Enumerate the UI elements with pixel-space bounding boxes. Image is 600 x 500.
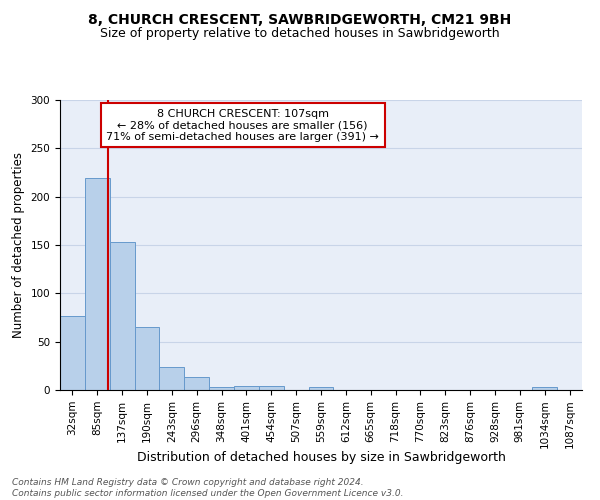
Text: 8 CHURCH CRESCENT: 107sqm
← 28% of detached houses are smaller (156)
71% of semi: 8 CHURCH CRESCENT: 107sqm ← 28% of detac… xyxy=(106,108,379,142)
Y-axis label: Number of detached properties: Number of detached properties xyxy=(12,152,25,338)
Bar xyxy=(234,386,259,390)
Text: Size of property relative to detached houses in Sawbridgeworth: Size of property relative to detached ho… xyxy=(100,28,500,40)
Bar xyxy=(184,378,209,390)
Text: 8, CHURCH CRESCENT, SAWBRIDGEWORTH, CM21 9BH: 8, CHURCH CRESCENT, SAWBRIDGEWORTH, CM21… xyxy=(88,12,512,26)
Bar xyxy=(532,387,557,390)
Bar xyxy=(160,367,184,390)
Bar xyxy=(110,242,134,390)
X-axis label: Distribution of detached houses by size in Sawbridgeworth: Distribution of detached houses by size … xyxy=(137,451,505,464)
Bar xyxy=(259,386,284,390)
Bar xyxy=(308,387,334,390)
Bar xyxy=(134,327,160,390)
Text: Contains HM Land Registry data © Crown copyright and database right 2024.
Contai: Contains HM Land Registry data © Crown c… xyxy=(12,478,404,498)
Bar xyxy=(209,387,234,390)
Bar xyxy=(85,178,110,390)
Bar xyxy=(60,316,85,390)
